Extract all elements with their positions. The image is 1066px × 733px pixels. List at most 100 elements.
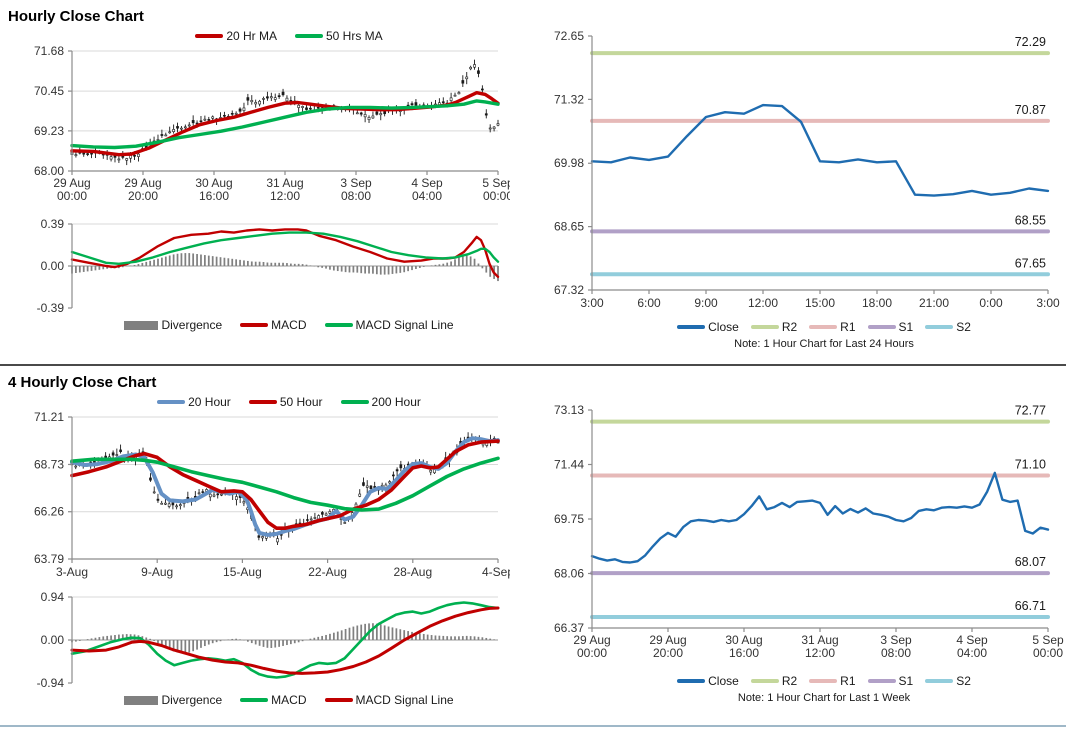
- svg-text:66.37: 66.37: [554, 621, 584, 635]
- four-hourly-candlestick-chart: 63.79 66.26 68.73 71.21 3-Aug 9-Aug 15-Aug 22-A…: [8, 410, 516, 589]
- svg-text:72.29: 72.29: [1015, 35, 1046, 49]
- r2-line-swatch-icon: [750, 679, 779, 683]
- svg-text:72.65: 72.65: [554, 29, 584, 43]
- svg-text:4-Sep: 4-Sep: [482, 565, 510, 579]
- hourly-levels-svg: 72.29 70.87 68.55 67.65 67.32 68.65 69.98 71.32…: [554, 29, 1060, 310]
- legend-item-macd: MACD: [240, 693, 307, 707]
- legend-item-s1: S1: [867, 320, 914, 334]
- divergence-bar-swatch-icon: [124, 320, 159, 330]
- hourly-macd-legend: Divergence MACD MACD Signal Line: [62, 318, 516, 332]
- legend-label: S1: [898, 674, 914, 688]
- svg-text:9-Aug: 9-Aug: [141, 565, 173, 579]
- legend-item-s2: S2: [925, 674, 971, 688]
- hourly-candle-legend: 20 Hr MA 50 Hrs MA: [62, 29, 516, 43]
- legend-label: S2: [956, 320, 971, 334]
- h4-macd-legend: Divergence MACD MACD Signal Line: [62, 693, 516, 707]
- bottom-rule: [0, 725, 1066, 727]
- four-hourly-support-resistance-chart: 72.77 71.10 68.07 66.71 66.37 68.06 69.75 71.44…: [516, 384, 1066, 672]
- legend-item-r1: R1: [809, 674, 856, 688]
- r1-line-swatch-icon: [809, 325, 838, 329]
- svg-text:3:00: 3:00: [580, 296, 604, 310]
- svg-text:3-Aug: 3-Aug: [56, 565, 88, 579]
- svg-text:72.77: 72.77: [1015, 404, 1046, 418]
- close-line-swatch-icon: [677, 325, 706, 329]
- ma50h-line-swatch-icon: [248, 400, 277, 404]
- svg-text:71.10: 71.10: [1015, 457, 1046, 471]
- legend-label: R2: [781, 674, 798, 688]
- ma20h-line-swatch-icon: [157, 400, 186, 404]
- hourly-candle-svg: 68.00 69.23 70.45 71.68 29 Aug 00:00 29 Aug 20:…: [34, 44, 514, 203]
- svg-text:68.55: 68.55: [1015, 213, 1046, 227]
- h4-candle-svg: 63.79 66.26 68.73 71.21 3-Aug 9-Aug 15-Aug 22-A…: [34, 410, 514, 579]
- four-hourly-left-column: 4 Hourly Close Chart 20 Hour 50 Hour 200…: [0, 366, 516, 723]
- r2-line-swatch-icon: [750, 325, 779, 329]
- svg-text:68.07: 68.07: [1015, 555, 1046, 569]
- svg-text:71.32: 71.32: [554, 92, 584, 106]
- macd-signal-line-swatch-icon: [324, 698, 353, 702]
- svg-text:-0.39: -0.39: [37, 301, 65, 315]
- legend-label: MACD Signal Line: [355, 318, 454, 332]
- four-hourly-right-column: 72.77 71.10 68.07 66.71 66.37 68.06 69.75 71.44…: [516, 366, 1066, 723]
- legend-item-macd: MACD: [240, 318, 307, 332]
- svg-text:-0.94: -0.94: [37, 676, 65, 690]
- section-title-4hourly: 4 Hourly Close Chart: [8, 374, 157, 391]
- svg-text:15:00: 15:00: [805, 296, 835, 310]
- legend-item-divergence: Divergence: [124, 318, 222, 332]
- svg-text:3:00: 3:00: [1036, 296, 1060, 310]
- svg-text:63.79: 63.79: [34, 552, 64, 566]
- section-divider: [0, 364, 1066, 366]
- legend-label: Divergence: [161, 693, 223, 707]
- svg-text:70.45: 70.45: [34, 84, 64, 98]
- svg-text:69.98: 69.98: [554, 156, 584, 170]
- legend-item-20hr-ma: 20 Hr MA: [195, 29, 277, 43]
- svg-text:66.71: 66.71: [1015, 599, 1046, 613]
- svg-text:73.13: 73.13: [554, 403, 584, 417]
- legend-label: S1: [898, 320, 914, 334]
- legend-label: 20 Hr MA: [226, 29, 277, 43]
- hourly-levels-legend: Close R2 R1 S1 S2: [582, 320, 1066, 334]
- legend-label: 20 Hour: [188, 395, 231, 409]
- hourly-macd-chart: -0.39 0.00 0.39: [8, 216, 516, 316]
- s2-line-swatch-icon: [925, 325, 954, 329]
- section-title-hourly: Hourly Close Chart: [8, 8, 144, 25]
- s1-line-swatch-icon: [867, 679, 896, 683]
- legend-item-50hour: 50 Hour: [248, 395, 323, 409]
- svg-text:0.00: 0.00: [41, 633, 65, 647]
- h4-candle-legend: 20 Hour 50 Hour 200 Hour: [62, 395, 516, 409]
- legend-item-200hour: 200 Hour: [340, 395, 421, 409]
- svg-text:21:00: 21:00: [919, 296, 949, 310]
- macd-signal-line-swatch-icon: [324, 323, 353, 327]
- svg-text:9:00: 9:00: [694, 296, 718, 310]
- legend-label: 200 Hour: [371, 395, 421, 409]
- svg-text:68.06: 68.06: [554, 567, 584, 581]
- hourly-support-resistance-chart: 72.29 70.87 68.55 67.65 67.32 68.65 69.98 71.32…: [516, 18, 1066, 318]
- svg-text:71.44: 71.44: [554, 458, 584, 472]
- h4-levels-svg: 72.77 71.10 68.07 66.71 66.37 68.06 69.75 71.44…: [554, 403, 1064, 660]
- svg-text:71.21: 71.21: [34, 411, 64, 424]
- legend-label: 50 Hrs MA: [326, 29, 383, 43]
- legend-label: Close: [708, 320, 739, 334]
- svg-text:28-Aug: 28-Aug: [393, 565, 432, 579]
- legend-label: MACD: [271, 318, 307, 332]
- legend-label: MACD Signal Line: [355, 693, 454, 707]
- svg-text:71.68: 71.68: [34, 45, 64, 58]
- legend-label: Close: [708, 674, 739, 688]
- svg-text:67.65: 67.65: [1015, 256, 1046, 270]
- legend-item-r2: R2: [750, 674, 798, 688]
- svg-text:18:00: 18:00: [862, 296, 892, 310]
- s2-line-swatch-icon: [925, 679, 954, 683]
- four-hourly-macd-chart: -0.94 0.00 0.94: [8, 589, 516, 691]
- legend-item-r1: R1: [809, 320, 856, 334]
- svg-text:0:00: 0:00: [979, 296, 1003, 310]
- legend-item-r2: R2: [750, 320, 797, 334]
